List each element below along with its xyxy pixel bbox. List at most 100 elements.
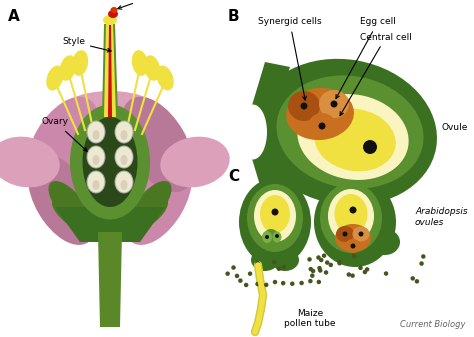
- Ellipse shape: [46, 65, 64, 91]
- Ellipse shape: [87, 171, 105, 193]
- Ellipse shape: [123, 154, 192, 245]
- Ellipse shape: [92, 130, 100, 140]
- Text: Stigma: Stigma: [118, 0, 170, 9]
- Ellipse shape: [239, 178, 311, 266]
- Ellipse shape: [92, 155, 100, 165]
- Ellipse shape: [120, 180, 128, 190]
- Ellipse shape: [415, 279, 419, 283]
- Ellipse shape: [104, 195, 168, 239]
- Ellipse shape: [48, 181, 92, 230]
- Ellipse shape: [320, 183, 382, 253]
- Ellipse shape: [70, 104, 150, 219]
- Ellipse shape: [410, 276, 415, 281]
- Ellipse shape: [319, 123, 326, 129]
- Ellipse shape: [335, 224, 371, 252]
- Ellipse shape: [363, 270, 367, 274]
- Ellipse shape: [132, 50, 148, 76]
- Ellipse shape: [248, 271, 252, 276]
- Polygon shape: [250, 152, 290, 202]
- Ellipse shape: [244, 283, 248, 287]
- Ellipse shape: [281, 281, 285, 285]
- Ellipse shape: [319, 90, 349, 118]
- Ellipse shape: [225, 271, 230, 276]
- Ellipse shape: [330, 100, 337, 108]
- Ellipse shape: [121, 97, 194, 192]
- Ellipse shape: [271, 249, 299, 271]
- Ellipse shape: [297, 94, 409, 180]
- Ellipse shape: [262, 229, 280, 251]
- Ellipse shape: [251, 249, 279, 271]
- Ellipse shape: [160, 136, 230, 187]
- Ellipse shape: [264, 283, 268, 287]
- Ellipse shape: [115, 146, 133, 168]
- Ellipse shape: [336, 226, 354, 242]
- Ellipse shape: [345, 239, 361, 253]
- Ellipse shape: [238, 278, 243, 283]
- Ellipse shape: [103, 15, 117, 25]
- Ellipse shape: [328, 189, 374, 243]
- Ellipse shape: [337, 259, 342, 264]
- Polygon shape: [98, 232, 122, 327]
- Ellipse shape: [128, 181, 172, 230]
- Text: Ovary: Ovary: [42, 118, 87, 151]
- Ellipse shape: [309, 267, 313, 271]
- Polygon shape: [108, 24, 112, 117]
- Ellipse shape: [319, 258, 323, 262]
- Ellipse shape: [322, 253, 326, 258]
- Text: Synergid cells: Synergid cells: [258, 18, 322, 100]
- Ellipse shape: [28, 154, 97, 245]
- Ellipse shape: [324, 270, 328, 275]
- Ellipse shape: [317, 266, 322, 270]
- Text: Style: Style: [62, 37, 111, 52]
- Ellipse shape: [255, 261, 260, 265]
- Ellipse shape: [353, 226, 370, 242]
- Polygon shape: [103, 24, 117, 117]
- Ellipse shape: [314, 109, 396, 171]
- Ellipse shape: [120, 130, 128, 140]
- Text: Central cell: Central cell: [340, 32, 412, 116]
- Ellipse shape: [26, 97, 99, 192]
- Polygon shape: [250, 62, 290, 112]
- Ellipse shape: [346, 272, 351, 277]
- Ellipse shape: [310, 273, 315, 278]
- Ellipse shape: [265, 235, 269, 239]
- Ellipse shape: [308, 279, 313, 283]
- Ellipse shape: [288, 91, 320, 121]
- Ellipse shape: [275, 234, 279, 238]
- Ellipse shape: [317, 280, 321, 284]
- Ellipse shape: [421, 254, 426, 259]
- Ellipse shape: [301, 102, 308, 110]
- Ellipse shape: [0, 136, 60, 187]
- Text: A: A: [8, 9, 20, 24]
- Ellipse shape: [325, 260, 329, 265]
- Ellipse shape: [311, 269, 315, 273]
- Text: Ovule: Ovule: [442, 123, 468, 131]
- Text: B: B: [228, 9, 240, 24]
- Ellipse shape: [55, 91, 165, 143]
- Ellipse shape: [290, 281, 294, 286]
- Ellipse shape: [253, 59, 437, 205]
- Ellipse shape: [262, 231, 272, 243]
- Ellipse shape: [318, 268, 322, 273]
- Ellipse shape: [352, 254, 356, 258]
- Ellipse shape: [282, 265, 286, 270]
- Ellipse shape: [60, 55, 76, 81]
- Ellipse shape: [254, 190, 296, 242]
- Ellipse shape: [231, 265, 236, 270]
- Ellipse shape: [343, 232, 347, 237]
- Polygon shape: [55, 207, 165, 242]
- Ellipse shape: [110, 7, 118, 13]
- Ellipse shape: [365, 267, 369, 272]
- Ellipse shape: [328, 263, 333, 267]
- Text: Egg cell: Egg cell: [336, 18, 396, 98]
- Text: Arabidopsis
ovules: Arabidopsis ovules: [415, 207, 468, 227]
- Ellipse shape: [419, 261, 424, 266]
- Ellipse shape: [335, 194, 367, 234]
- Ellipse shape: [337, 261, 342, 266]
- Ellipse shape: [384, 271, 388, 276]
- Ellipse shape: [272, 260, 276, 264]
- Ellipse shape: [349, 207, 356, 214]
- Ellipse shape: [120, 155, 128, 165]
- Polygon shape: [102, 24, 106, 117]
- Ellipse shape: [363, 140, 377, 154]
